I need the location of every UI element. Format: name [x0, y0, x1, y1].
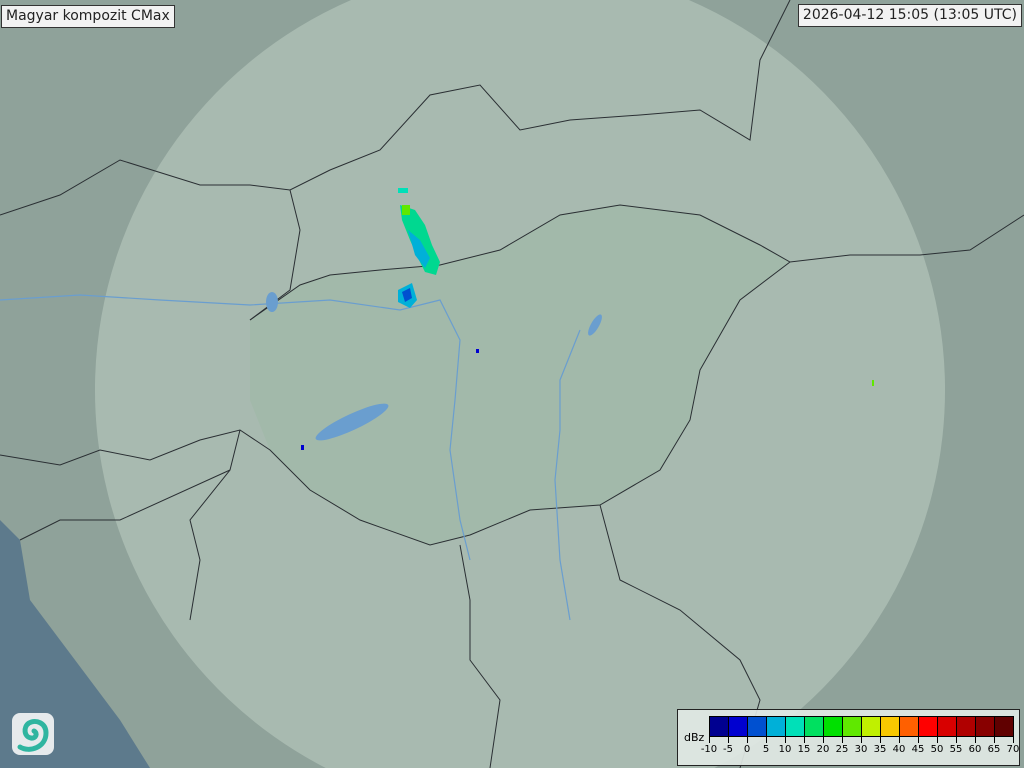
legend-color-bar	[709, 716, 1014, 737]
legend-tick	[785, 737, 786, 743]
legend-tick	[709, 737, 710, 743]
legend-swatch	[900, 717, 919, 736]
hungary-region	[250, 205, 790, 545]
legend-tick	[975, 737, 976, 743]
legend-label: 65	[987, 744, 1001, 755]
legend-label: 10	[778, 744, 792, 755]
legend-label: 15	[797, 744, 811, 755]
legend-swatch	[843, 717, 862, 736]
legend-label: 0	[743, 744, 751, 755]
radar-echoes	[301, 188, 874, 450]
legend-label: 30	[854, 744, 868, 755]
legend-label: 20	[816, 744, 830, 755]
legend-swatch	[862, 717, 881, 736]
product-title: Magyar kompozit CMax	[1, 5, 175, 28]
legend-tick	[937, 737, 938, 743]
legend-label: 50	[930, 744, 944, 755]
legend-ticks: -10 -5 0 5 10 15 20 25 30 35 40 45 50 55 60 65 70	[701, 737, 1019, 763]
swirl-logo-icon	[12, 713, 54, 755]
legend-swatch	[729, 717, 748, 736]
legend-label: 40	[892, 744, 906, 755]
legend-swatch	[881, 717, 900, 736]
legend-label: 35	[873, 744, 887, 755]
dbz-legend: dBz -10 -5 0 5 10 15 20 25 30 35 40 45 50 55 60 65 70	[677, 709, 1020, 766]
legend-tick	[918, 737, 919, 743]
legend-tick	[880, 737, 881, 743]
legend-label: 5	[762, 744, 770, 755]
legend-tick	[747, 737, 748, 743]
legend-label: 70	[1006, 744, 1020, 755]
legend-label: 60	[968, 744, 982, 755]
legend-swatch	[938, 717, 957, 736]
legend-swatch	[748, 717, 767, 736]
legend-tick	[994, 737, 995, 743]
legend-unit: dBz	[684, 731, 705, 744]
legend-swatch	[919, 717, 938, 736]
legend-label: 55	[949, 744, 963, 755]
timestamp-label: 2026-04-12 15:05 (13:05 UTC)	[797, 4, 1022, 27]
legend-label: -5	[723, 744, 733, 755]
legend-tick	[899, 737, 900, 743]
legend-label: -10	[700, 744, 718, 755]
legend-tick	[728, 737, 729, 743]
legend-tick	[804, 737, 805, 743]
legend-swatch	[710, 717, 729, 736]
legend-tick	[823, 737, 824, 743]
adriatic-sea	[0, 520, 150, 768]
legend-swatch	[995, 717, 1013, 736]
legend-tick	[1013, 737, 1014, 743]
legend-label: 25	[835, 744, 849, 755]
legend-swatch	[824, 717, 843, 736]
legend-swatch	[957, 717, 976, 736]
legend-swatch	[976, 717, 995, 736]
rivers	[0, 294, 581, 621]
legend-label: 45	[911, 744, 925, 755]
lakes	[266, 292, 602, 441]
legend-swatch	[786, 717, 805, 736]
legend-tick	[956, 737, 957, 743]
legend-tick	[861, 737, 862, 743]
legend-tick	[842, 737, 843, 743]
legend-swatch	[805, 717, 824, 736]
legend-tick	[766, 737, 767, 743]
legend-swatch	[767, 717, 786, 736]
